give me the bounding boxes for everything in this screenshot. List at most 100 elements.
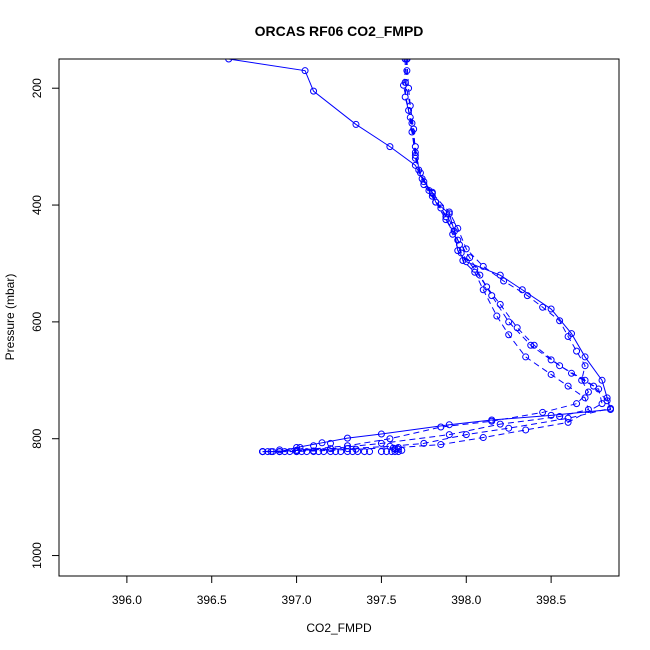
- data-point: [349, 448, 357, 456]
- data-point: [377, 439, 385, 447]
- data-point: [310, 442, 318, 450]
- y-tick-label: 800: [30, 428, 44, 448]
- data-point: [573, 400, 581, 408]
- x-tick-label: 397.0: [282, 593, 312, 607]
- data-point: [564, 418, 572, 426]
- data-point: [479, 434, 487, 442]
- data-point: [454, 224, 462, 232]
- data-point: [539, 303, 547, 311]
- data-point: [437, 204, 445, 212]
- data-point: [547, 305, 555, 313]
- data-point: [595, 385, 603, 393]
- data-point: [476, 271, 484, 279]
- data-point: [432, 198, 440, 206]
- data-point: [603, 397, 611, 405]
- data-point: [564, 332, 572, 340]
- data-point: [264, 448, 272, 456]
- data-point: [598, 376, 606, 384]
- x-tick-label: 398.0: [451, 593, 481, 607]
- data-point: [496, 300, 504, 308]
- data-point: [556, 317, 564, 325]
- data-point: [598, 400, 606, 408]
- data-point: [523, 292, 531, 300]
- data-point: [584, 388, 592, 396]
- data-point: [581, 376, 589, 384]
- data-point: [522, 353, 530, 361]
- data-point: [418, 175, 426, 183]
- data-point: [386, 435, 394, 443]
- data-point: [411, 161, 419, 169]
- x-tick-label: 397.5: [366, 593, 396, 607]
- data-point: [445, 208, 453, 216]
- data-point: [225, 59, 233, 63]
- x-tick-label: 398.5: [536, 593, 566, 607]
- data-point: [581, 353, 589, 361]
- series-line: [279, 59, 603, 453]
- data-point: [394, 445, 402, 453]
- data-point: [556, 362, 564, 370]
- data-point: [411, 154, 419, 162]
- data-point: [567, 369, 575, 377]
- plot-area: [225, 59, 615, 456]
- data-point: [360, 448, 368, 456]
- data-point: [293, 448, 301, 456]
- data-point: [296, 443, 304, 451]
- data-point: [437, 441, 445, 449]
- data-point: [496, 420, 504, 428]
- data-point: [547, 370, 555, 378]
- data-point: [286, 448, 294, 456]
- data-point: [500, 277, 508, 285]
- data-point: [578, 376, 586, 384]
- data-point: [386, 143, 394, 151]
- data-point: [391, 445, 399, 453]
- data-point: [462, 431, 470, 439]
- data-point: [352, 120, 360, 128]
- plot-frame: [58, 58, 620, 577]
- y-tick-label: 400: [30, 195, 44, 215]
- data-point: [505, 331, 513, 339]
- data-point: [584, 406, 592, 414]
- data-point: [442, 213, 450, 221]
- data-point: [581, 362, 589, 370]
- data-point: [315, 448, 323, 456]
- data-point: [343, 448, 351, 456]
- data-point: [428, 189, 436, 197]
- data-point: [449, 230, 457, 238]
- data-point: [366, 448, 374, 456]
- x-tick-label: 396.5: [197, 593, 227, 607]
- data-point: [496, 271, 504, 279]
- data-point: [259, 448, 267, 456]
- data-point: [408, 119, 416, 127]
- data-point: [505, 424, 513, 432]
- data-point: [303, 448, 311, 456]
- x-axis: 396.0 396.5 397.0 397.5 398.0 398.5: [112, 575, 566, 607]
- y-tick-label: 200: [30, 78, 44, 98]
- data-point: [398, 446, 406, 454]
- data-point: [337, 448, 345, 456]
- chart-title: ORCAS RF06 CO2_FMPD: [255, 23, 424, 39]
- data-point: [483, 283, 491, 291]
- data-point: [573, 347, 581, 355]
- data-point: [607, 404, 615, 412]
- y-axis-label: Pressure (mbar): [3, 274, 17, 361]
- data-point: [405, 106, 413, 114]
- data-point: [377, 430, 385, 438]
- data-point: [318, 439, 326, 447]
- data-point: [454, 236, 462, 244]
- data-point: [505, 318, 513, 326]
- x-tick-label: 396.0: [112, 593, 142, 607]
- data-point: [310, 87, 318, 95]
- y-tick-label: 1000: [30, 542, 44, 569]
- series-line: [262, 59, 590, 453]
- data-point: [332, 448, 340, 456]
- data-point: [327, 439, 335, 447]
- series-group: [225, 59, 615, 456]
- data-point: [522, 426, 530, 434]
- data-point: [276, 446, 284, 454]
- data-point: [471, 265, 479, 273]
- data-point: [445, 421, 453, 429]
- data-point: [389, 444, 397, 452]
- data-point: [513, 324, 521, 332]
- data-point: [459, 257, 467, 265]
